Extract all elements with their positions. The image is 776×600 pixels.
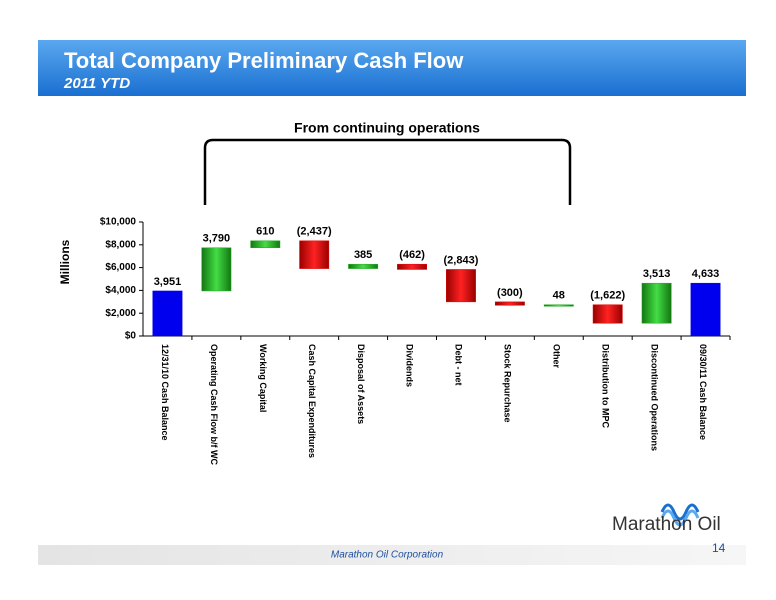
logo-text: Marathon Oil [612, 514, 721, 535]
bar [348, 263, 379, 269]
value-label: 385 [354, 249, 372, 261]
bar [543, 304, 574, 307]
slide-title: Total Company Preliminary Cash Flow [64, 48, 464, 73]
footer-company: Marathon Oil Corporation [331, 550, 444, 561]
bar [641, 282, 672, 324]
x-tick-label: Dividends [405, 344, 415, 387]
bar [690, 282, 721, 337]
x-tick-label: Distribution to MPC [600, 344, 610, 428]
y-tick-label: $0 [125, 331, 137, 342]
y-tick-label: $6,000 [105, 262, 136, 273]
x-tick-label: Stock Repurchase [503, 344, 513, 423]
x-tick-label: Disposal of Assets [356, 344, 366, 424]
value-label: (2,437) [297, 226, 332, 238]
y-tick-label: $8,000 [105, 239, 136, 250]
logo-wave [660, 509, 700, 527]
value-label: (462) [399, 249, 425, 261]
bar [446, 269, 476, 303]
value-label: (2,843) [444, 254, 479, 266]
logo-wave [660, 503, 700, 521]
x-tick-label: Cash Capital Expenditures [307, 344, 317, 458]
bar [152, 290, 183, 337]
logo: Marathon Oil [612, 503, 721, 535]
value-label: 3,790 [203, 233, 231, 245]
x-tick-label: 09/30/11 Cash Balance [698, 344, 708, 440]
value-label: (1,622) [590, 290, 625, 302]
slide-subtitle: 2011 YTD [63, 75, 130, 92]
value-label: 4,633 [692, 268, 720, 280]
bar [494, 301, 525, 306]
annotation: From continuing operations [294, 120, 480, 136]
value-label: 48 [553, 290, 565, 302]
bar [201, 247, 232, 292]
value-label: 3,513 [643, 268, 671, 280]
y-axis-label: Millions [58, 239, 72, 284]
bar [250, 240, 281, 249]
value-label: (300) [497, 287, 523, 299]
x-tick-label: Discontinued Operations [649, 344, 659, 451]
value-label: 3,951 [154, 276, 182, 288]
bar [592, 304, 623, 324]
bracket [203, 138, 572, 205]
x-tick-label: Working Capital [258, 344, 268, 412]
x-tick-label: 12/31/10 Cash Balance [160, 344, 170, 441]
footer-bar [38, 545, 746, 565]
y-tick-label: $10,000 [100, 217, 137, 228]
bar [299, 240, 330, 269]
header-banner [38, 40, 746, 96]
y-tick-label: $2,000 [105, 308, 136, 319]
bar [397, 263, 427, 270]
x-tick-label: Other [551, 344, 561, 369]
page-number: 14 [712, 541, 726, 555]
x-tick-label: Debt - net [454, 344, 464, 386]
x-tick-label: Operating Cash Flow b/f WC [209, 344, 219, 465]
value-label: 610 [256, 226, 274, 238]
y-tick-label: $4,000 [105, 285, 136, 296]
